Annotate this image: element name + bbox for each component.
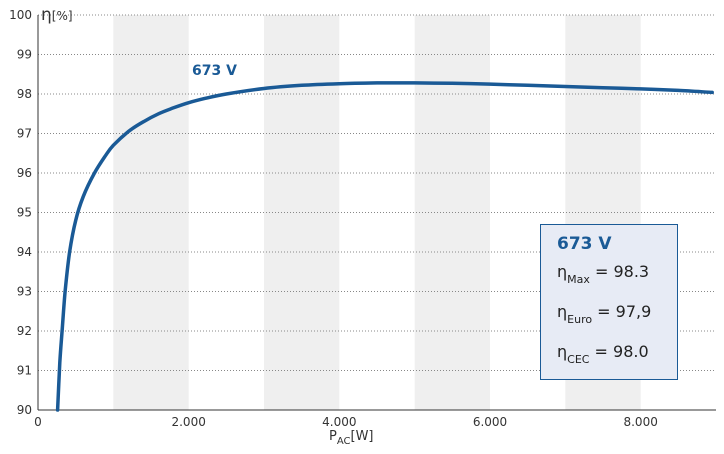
summary-row-euro: ηEuro = 97,9 xyxy=(557,299,677,339)
x-tick-label: 8.000 xyxy=(623,415,657,429)
eta-symbol: η xyxy=(557,342,568,361)
eta-subscript-cec: CEC xyxy=(567,353,590,366)
x-tick-label: 6.000 xyxy=(473,415,507,429)
eta-subscript-max: Max xyxy=(567,273,590,286)
tick-labels: 90 91 92 93 94 95 96 97 98 99 100 0 2.000 4.000 6.000 8… xyxy=(9,8,658,429)
y-axis-symbol: η xyxy=(41,5,52,25)
eta-symbol: η xyxy=(557,262,568,281)
summary-row-max: ηMax = 98.3 xyxy=(557,259,677,299)
y-tick-label: 95 xyxy=(17,206,32,220)
x-tick-label: 4.000 xyxy=(322,415,356,429)
x-tick-label: 2.000 xyxy=(171,415,205,429)
summary-title: 673 V xyxy=(557,234,612,254)
x-axis-symbol: P xyxy=(329,429,337,444)
summary-row-cec: ηCEC = 98.0 xyxy=(557,339,677,379)
y-tick-label: 92 xyxy=(17,324,32,338)
background-band xyxy=(113,15,189,410)
y-tick-label: 98 xyxy=(17,87,32,101)
y-tick-label: 97 xyxy=(17,127,32,141)
series-label: 673 V xyxy=(192,63,237,79)
axes xyxy=(37,15,716,411)
y-axis-unit: [%] xyxy=(52,9,73,23)
x-axis-subscript: AC xyxy=(337,436,351,447)
eta-cec-value: = 98.0 xyxy=(594,342,649,361)
efficiency-summary-box: 673 V ηMax = 98.3 ηEuro = 97,9 ηCEC = 98… xyxy=(540,224,678,380)
x-axis-title: PAC[W] xyxy=(329,429,374,447)
eta-subscript-euro: Euro xyxy=(567,313,593,326)
y-tick-label: 100 xyxy=(9,8,32,22)
series-line-673v xyxy=(55,81,714,412)
y-tick-label: 93 xyxy=(17,285,32,299)
eta-euro-value: = 97,9 xyxy=(597,302,652,321)
eta-max-value: = 98.3 xyxy=(594,262,650,281)
y-tick-label: 90 xyxy=(17,403,32,417)
x-tick-label: 0 xyxy=(34,415,42,429)
y-axis-title: η[%] xyxy=(41,5,73,25)
y-tick-label: 91 xyxy=(17,364,32,378)
x-axis-unit: [W] xyxy=(351,429,374,444)
y-tick-label: 94 xyxy=(17,245,32,259)
y-tick-label: 96 xyxy=(17,166,32,180)
y-tick-label: 99 xyxy=(17,48,32,62)
eta-symbol: η xyxy=(557,302,568,321)
